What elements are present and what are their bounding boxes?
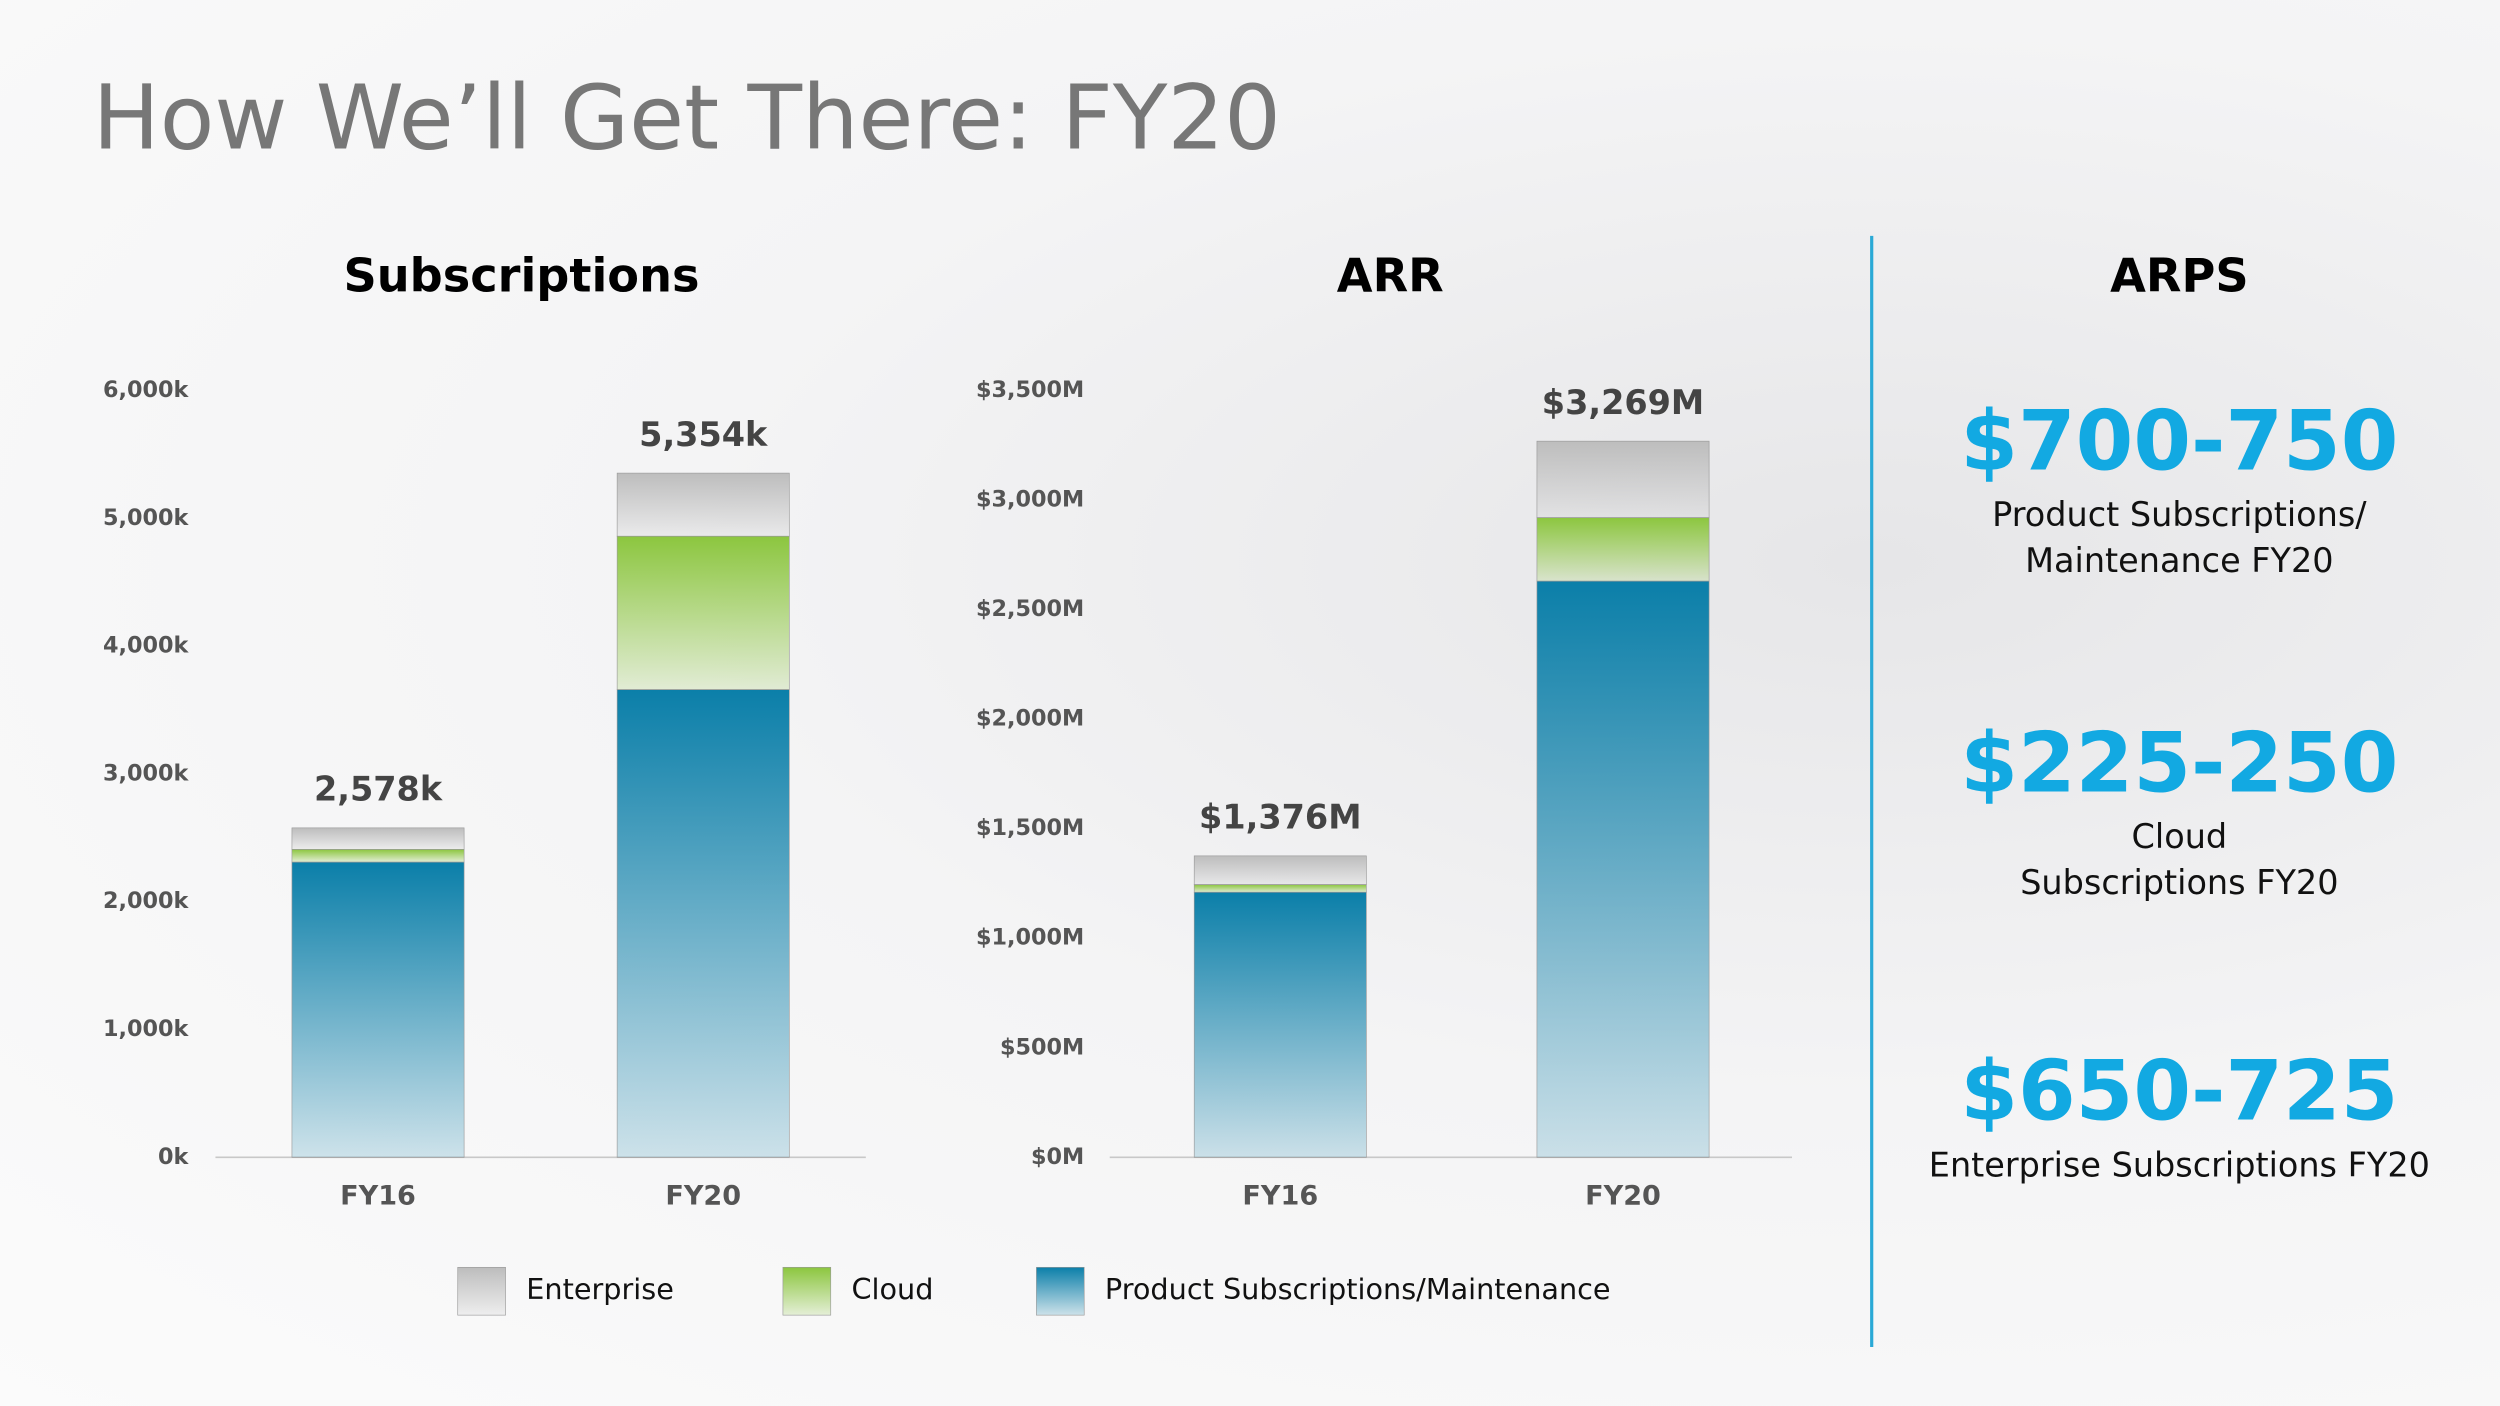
y-tick-label: 2,000k: [103, 888, 190, 914]
x-tick-label: FY16: [1242, 1181, 1318, 1212]
y-tick-label: $1,500M: [976, 815, 1084, 841]
arps-caption: Product Subscriptions/: [1992, 495, 2367, 534]
arps-caption: Maintenance FY20: [2025, 541, 2333, 580]
arps-caption: Cloud: [2132, 817, 2228, 856]
y-tick-label: $1,000M: [976, 925, 1084, 951]
arps-caption: Enterprise Subscriptions FY20: [1929, 1145, 2430, 1184]
y-tick-label: $2,500M: [976, 596, 1084, 622]
legend-label: Cloud: [851, 1272, 933, 1306]
total-label: 2,578k: [314, 770, 443, 809]
bar-segment: [291, 827, 465, 850]
arps-value: $225-250: [1960, 714, 2398, 811]
arps-title: ARPS: [2110, 248, 2249, 302]
bar-segment: [1536, 517, 1710, 582]
bar-segment: [291, 861, 465, 1158]
arps-caption: Subscriptions FY20: [2020, 863, 2338, 902]
y-tick-label: 1,000k: [103, 1016, 190, 1042]
y-tick-label: $0M: [1031, 1144, 1084, 1170]
y-tick-label: $500M: [1000, 1034, 1084, 1060]
y-tick-label: 5,000k: [103, 505, 190, 531]
chart-title: Subscriptions: [343, 248, 699, 302]
y-tick-label: 3,000k: [103, 760, 190, 786]
bar-segment: [1536, 580, 1710, 1158]
legend-label: Enterprise: [526, 1272, 674, 1306]
x-tick-label: FY16: [340, 1181, 416, 1212]
bar-segment: [616, 472, 790, 537]
x-tick-label: FY20: [665, 1181, 741, 1212]
y-tick-label: 4,000k: [103, 633, 190, 659]
bar-segment: [1193, 855, 1367, 885]
bar-segment: [1193, 891, 1367, 1158]
total-label: 5,354k: [639, 415, 768, 454]
y-tick-label: $3,500M: [976, 377, 1084, 403]
y-tick-label: 0k: [158, 1144, 190, 1170]
y-tick-label: $3,000M: [976, 487, 1084, 513]
legend-swatch: [457, 1266, 506, 1316]
chart-title: ARR: [1337, 248, 1444, 302]
legend-swatch: [782, 1266, 832, 1316]
x-tick-label: FY20: [1585, 1181, 1661, 1212]
bar-segment: [616, 689, 790, 1158]
arps-value: $700-750: [1960, 392, 2398, 489]
total-label: $1,376M: [1199, 798, 1361, 837]
y-tick-label: $2,000M: [976, 706, 1084, 732]
bar-segment: [616, 535, 790, 690]
bar-segment: [1193, 884, 1367, 893]
arps-value: $650-725: [1960, 1043, 2398, 1140]
y-tick-label: 6,000k: [103, 377, 190, 403]
legend-label: Product Subscriptions/Maintenance: [1105, 1272, 1611, 1306]
bar-segment: [291, 849, 465, 863]
slide-title: How We’ll Get There: FY20: [93, 67, 1281, 171]
bar-segment: [1536, 440, 1710, 518]
total-label: $3,269M: [1542, 383, 1704, 422]
legend-swatch: [1036, 1266, 1085, 1316]
